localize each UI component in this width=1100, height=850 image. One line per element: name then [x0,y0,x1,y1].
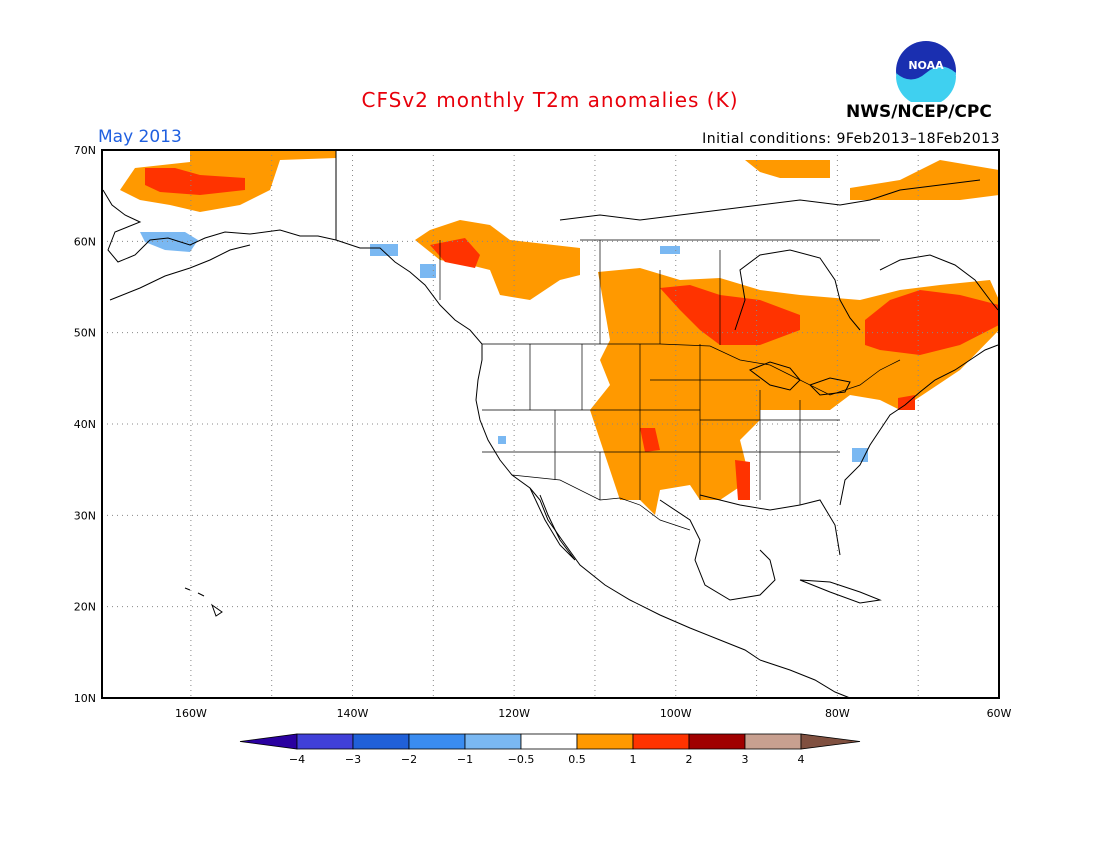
political-borders [439,239,901,531]
latitude-label: 50N [74,327,96,340]
anomaly-region [640,428,660,452]
latitude-label: 20N [74,601,96,614]
colorbar-label: −0.5 [508,753,535,766]
colorbar-swatch [408,733,466,750]
arctic-coast [559,179,981,221]
longitude-label: 140W [337,707,369,720]
colorbar-swatch [296,733,354,750]
cuba-coast [799,579,882,604]
map-gridlines [102,150,999,698]
longitude-label: 160W [175,707,207,720]
atlantic-coast [839,344,999,506]
anomaly-shading [120,150,999,515]
labrador-coast [879,254,999,311]
latitude-label: 60N [74,235,96,248]
anomaly-region [430,238,480,268]
hudson-bay-coast [734,249,861,331]
great-lakes [748,361,851,396]
anomaly-region [852,448,868,462]
longitude-label: 120W [498,707,530,720]
colorbar-label: 1 [630,753,637,766]
anomaly-region [745,160,830,178]
anomaly-region [370,244,398,256]
anomaly-region [145,168,245,195]
colorbar-swatch [576,733,634,750]
anomaly-region [415,220,580,300]
colorbar-label: 4 [798,753,805,766]
anomaly-region [850,160,999,200]
hawaii-coast [184,587,223,617]
colorbar-label: −3 [345,753,361,766]
colorbar-swatch [632,733,690,750]
colorbar-label: −2 [401,753,417,766]
colorbar-label: 0.5 [568,753,586,766]
longitude-label: 60W [987,707,1012,720]
agency-label: NWS/NCEP/CPC [846,102,992,122]
us-canada-border [482,343,901,396]
anomaly-region [865,290,999,355]
map-frame [101,149,1000,699]
noaa-logo: NOAA [896,41,956,102]
longitude-label: 80W [825,707,850,720]
colorbar-swatch [464,733,522,750]
colorbar-swatch [744,733,802,750]
longitude-labels: 160W 140W 120W 100W 80W 60W [175,707,1012,720]
gulf-coast [659,494,841,601]
initial-conditions-label: Initial conditions: 9Feb2013–18Feb2013 [702,131,1000,147]
pacific-coast [335,239,761,661]
latitude-label: 30N [74,509,96,522]
us-mexico-border [511,474,691,531]
baja-coast [529,487,576,561]
anomaly-region [590,268,999,515]
state-lines [482,344,840,505]
anomaly-region [898,395,915,410]
anomaly-region [660,285,800,345]
anomaly-region [498,436,506,444]
colorbar-swatch [520,733,578,750]
canada-provinces [439,239,880,345]
colorbar-swatch [352,733,410,750]
noaa-logo-text: NOAA [908,59,944,72]
anomaly-region [120,150,336,212]
anomaly-region [660,246,680,254]
central-america-coast [759,659,851,699]
latitude-label: 40N [74,418,96,431]
colorbar-label: 3 [742,753,749,766]
anomaly-region [420,264,436,278]
colorbar-label: −4 [289,753,305,766]
anomaly-region [140,232,198,252]
longitude-label: 100W [660,707,692,720]
month-label: May 2013 [98,127,182,147]
anomaly-region [735,460,750,500]
colorbar: −4 −3 −2 −1 −0.5 0.5 1 2 3 4 [239,733,861,766]
colorbar-label: 2 [686,753,693,766]
alaska-coast [102,150,337,263]
aleutian-coast [109,244,251,301]
colorbar-swatch [688,733,746,750]
colorbar-label: −1 [457,753,473,766]
latitude-label: 70N [74,144,96,157]
colorbar-low-arrow [239,733,298,750]
colorbar-high-arrow [800,733,861,750]
latitude-labels: 70N 60N 50N 40N 30N 20N 10N [74,144,96,705]
map-title: CFSv2 monthly T2m anomalies (K) [361,88,739,112]
coastlines [102,150,999,699]
latitude-label: 10N [74,692,96,705]
